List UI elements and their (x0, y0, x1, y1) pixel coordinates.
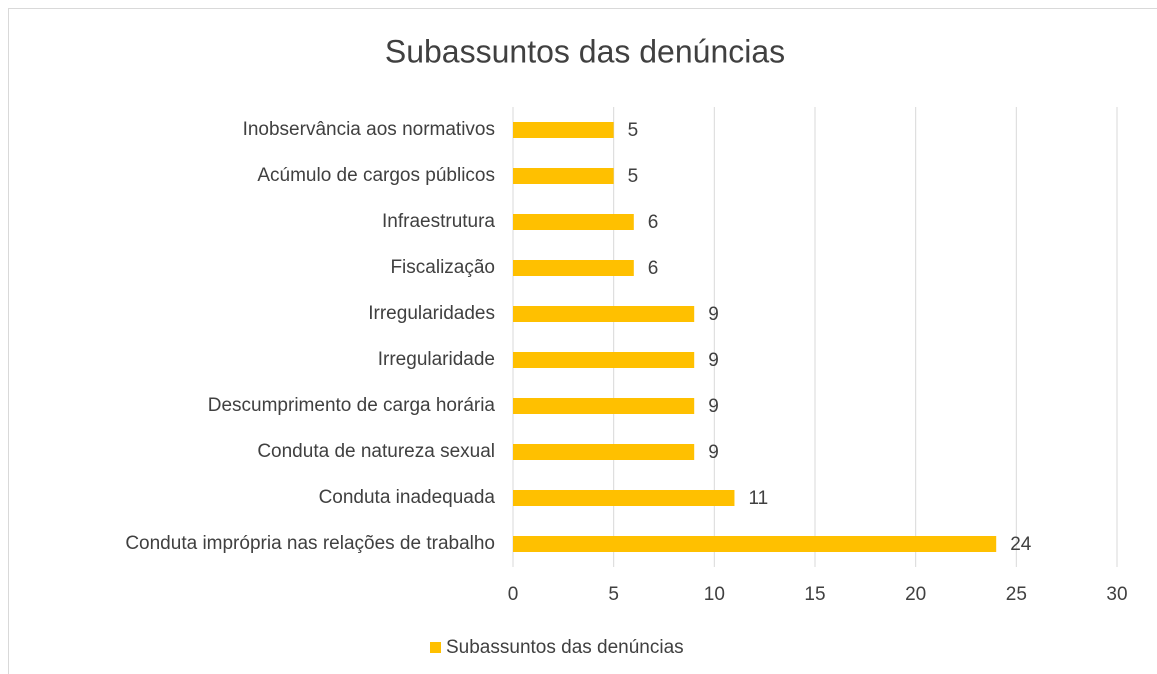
data-label: 9 (708, 350, 719, 371)
y-tick-label: Irregularidade (378, 349, 495, 370)
bar (513, 168, 614, 184)
data-label: 11 (748, 488, 768, 509)
y-tick-label: Descumprimento de carga horária (208, 395, 496, 416)
bar (513, 444, 695, 460)
data-label: 6 (648, 258, 659, 279)
chart-border (8, 8, 1157, 674)
y-tick-label: Inobservância aos normativos (243, 119, 495, 140)
bar (513, 306, 695, 322)
data-label: 5 (628, 166, 639, 187)
legend-swatch (430, 642, 441, 653)
x-tick-label: 25 (1006, 584, 1027, 605)
y-tick-label: Conduta de natureza sexual (257, 441, 495, 462)
chart-title: Subassuntos das denúncias (385, 33, 785, 69)
data-label: 24 (1010, 534, 1032, 555)
bar (513, 490, 735, 506)
x-tick-label: 30 (1106, 584, 1127, 605)
y-tick-label: Irregularidades (368, 303, 495, 324)
bar (513, 260, 634, 276)
bar (513, 398, 695, 414)
x-tick-label: 5 (608, 584, 619, 605)
data-label: 9 (708, 442, 719, 463)
y-tick-label: Conduta inadequada (319, 487, 496, 508)
bar (513, 352, 695, 368)
y-tick-label: Acúmulo de cargos públicos (257, 165, 495, 186)
legend-label: Subassuntos das denúncias (446, 637, 684, 658)
bar (513, 214, 634, 230)
y-tick-label: Infraestrutura (382, 211, 495, 232)
x-tick-label: 0 (508, 584, 519, 605)
x-tick-label: 15 (804, 584, 825, 605)
bar (513, 536, 997, 552)
data-label: 6 (648, 212, 659, 233)
y-tick-label: Fiscalização (390, 257, 495, 278)
data-label: 9 (708, 396, 719, 417)
x-tick-label: 20 (905, 584, 926, 605)
x-tick-label: 10 (704, 584, 725, 605)
bar (513, 122, 614, 138)
data-label: 5 (628, 120, 639, 141)
data-label: 9 (708, 304, 719, 325)
y-tick-label: Conduta imprópria nas relações de trabal… (125, 533, 495, 554)
